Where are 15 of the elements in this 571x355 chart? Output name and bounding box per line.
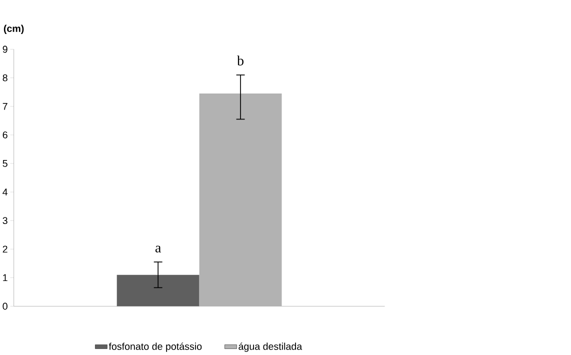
y-tick-label: 0 [2,302,8,310]
annotation: b [237,56,244,66]
y-tick-label: 4 [2,188,8,196]
annotation: a [155,246,161,253]
y-tick-label: 5 [2,160,8,167]
legend-label: fosfonato de potássio [108,342,202,352]
y-axis-title: (cm) [4,24,24,34]
y-tick-label: 8 [2,74,8,82]
y-tick-label: 3 [2,217,8,224]
legend-label: água destilada [238,342,302,352]
y-tick-label: 7 [2,103,8,110]
y-tick-label: 2 [2,246,8,253]
y-tick-label: 1 [3,274,8,282]
y-tick-label: 9 [2,46,8,53]
y-tick-label: 6 [2,132,8,138]
